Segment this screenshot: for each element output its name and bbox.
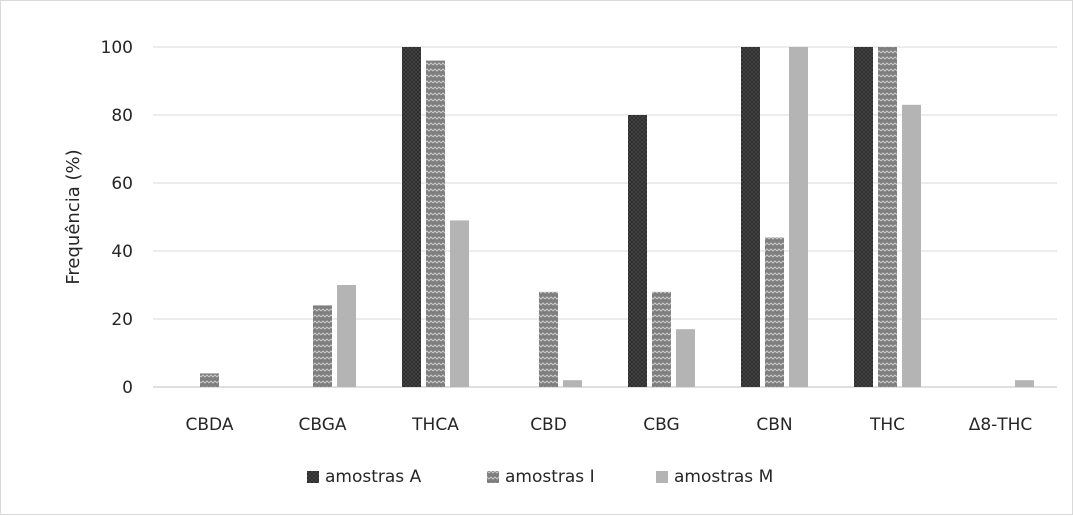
bar-amostras-a-thca — [402, 47, 421, 387]
legend-swatch — [656, 471, 668, 483]
y-tick-label: 80 — [111, 106, 133, 126]
bar-amostras-i-cbg — [652, 291, 671, 387]
legend-swatch — [307, 471, 319, 483]
legend-label: amostras M — [674, 467, 773, 487]
bar-amostras-i-thc — [878, 47, 897, 387]
y-tick-label: 100 — [101, 38, 133, 58]
bar-amostras-a-cbg — [628, 115, 647, 387]
x-tick-label: CBD — [530, 415, 567, 435]
grid-layer — [153, 46, 1057, 320]
bar-amostras-m-cbga — [337, 285, 356, 387]
y-tick-label: 60 — [111, 174, 133, 194]
x-tick-label: THC — [869, 415, 905, 435]
bar-amostras-a-cbn — [741, 47, 760, 387]
y-tick-label: 0 — [122, 378, 133, 398]
legend-swatch — [487, 471, 499, 483]
x-tick-label: THCA — [411, 415, 459, 435]
x-tick-label: Δ8-THC — [969, 415, 1033, 435]
y-tick-label: 40 — [111, 242, 133, 262]
x-tick-label: CBG — [643, 415, 679, 435]
y-tick-label: 20 — [111, 310, 133, 330]
bars-layer — [200, 47, 1034, 388]
bar-amostras-m-δ8-thc — [1015, 380, 1034, 387]
bar-amostras-m-cbd — [563, 380, 582, 387]
labels-layer: 0 20 40 60 80 100 Frequência (%) CBDA CBGA THCA CB… — [63, 38, 1032, 435]
bar-amostras-i-cbda — [200, 373, 219, 387]
bar-amostras-m-cbn — [789, 47, 808, 387]
legend-label: amostras A — [325, 467, 422, 487]
legend-layer: amostras A amostras I amostras M — [307, 467, 773, 487]
bar-amostras-m-cbg — [676, 329, 695, 387]
y-axis-title: Frequência (%) — [63, 149, 84, 284]
bar-amostras-i-cbn — [765, 237, 784, 387]
x-tick-label: CBGA — [298, 415, 346, 435]
bar-amostras-i-cbga — [313, 305, 332, 387]
legend-label: amostras I — [505, 467, 595, 487]
bar-amostras-i-thca — [426, 60, 445, 387]
bar-amostras-i-cbd — [539, 291, 558, 387]
x-tick-label: CBDA — [186, 415, 234, 435]
bar-amostras-a-thc — [854, 47, 873, 387]
x-tick-label: CBN — [756, 415, 792, 435]
bar-amostras-m-thca — [450, 220, 469, 387]
bar-amostras-m-thc — [902, 104, 921, 388]
